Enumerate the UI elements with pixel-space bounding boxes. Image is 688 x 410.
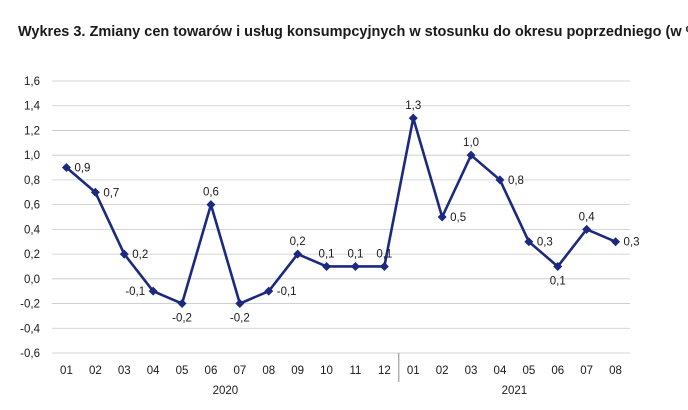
chart-title: Wykres 3. Zmiany cen towarów i usług kon… bbox=[18, 24, 688, 40]
y-tick-label: 0,4 bbox=[24, 224, 41, 236]
data-point bbox=[119, 249, 129, 259]
data-label: 0,6 bbox=[203, 187, 219, 199]
data-label: 0,2 bbox=[132, 249, 148, 261]
data-point bbox=[235, 299, 245, 309]
y-tick-label: 1,2 bbox=[24, 125, 40, 137]
x-tick-label: 11 bbox=[349, 365, 361, 377]
data-point bbox=[177, 299, 187, 309]
data-label: 0,2 bbox=[290, 236, 306, 248]
x-tick-label: 03 bbox=[465, 365, 478, 377]
data-point bbox=[524, 237, 534, 247]
data-label: -0,1 bbox=[277, 286, 297, 298]
data-label: -0,2 bbox=[172, 313, 192, 325]
data-point bbox=[379, 261, 389, 271]
data-label: 1,0 bbox=[463, 137, 479, 149]
x-tick-label: 12 bbox=[378, 365, 391, 377]
data-point bbox=[466, 150, 476, 160]
data-label: 0,1 bbox=[376, 248, 392, 260]
x-tick-label: 05 bbox=[176, 365, 189, 377]
x-tick-label: 07 bbox=[233, 365, 246, 377]
data-point bbox=[553, 261, 563, 271]
data-label: 0,1 bbox=[550, 275, 566, 287]
x-tick-label: 06 bbox=[551, 365, 564, 377]
data-label: 0,5 bbox=[450, 212, 466, 224]
data-point bbox=[350, 261, 360, 271]
y-tick-label: 0,6 bbox=[24, 200, 40, 212]
series-line bbox=[65, 117, 617, 306]
y-tick-label: 0,8 bbox=[24, 175, 40, 187]
x-tick-label: 07 bbox=[580, 365, 593, 377]
x-tick-label: 01 bbox=[407, 365, 420, 377]
data-point bbox=[611, 237, 621, 247]
y-tick-label: 0,0 bbox=[24, 274, 40, 286]
data-point bbox=[264, 286, 274, 296]
x-group-label: 2021 bbox=[502, 385, 528, 397]
x-tick-label: 06 bbox=[205, 365, 218, 377]
x-group-label: 2020 bbox=[213, 385, 239, 397]
data-point bbox=[90, 187, 100, 197]
data-label: 0,1 bbox=[347, 248, 363, 260]
data-point bbox=[206, 200, 216, 210]
y-tick-label: -0,6 bbox=[20, 348, 40, 360]
x-tick-label: 02 bbox=[436, 365, 449, 377]
x-tick-label: 04 bbox=[147, 365, 160, 377]
data-label: 0,1 bbox=[319, 248, 335, 260]
y-tick-label: 0,2 bbox=[24, 249, 40, 261]
data-point bbox=[148, 286, 158, 296]
data-label: 0,3 bbox=[537, 237, 553, 249]
x-tick-label: 10 bbox=[320, 365, 333, 377]
data-label: -0,2 bbox=[230, 313, 250, 325]
data-point bbox=[322, 261, 332, 271]
data-point bbox=[408, 113, 418, 123]
data-point bbox=[582, 224, 592, 234]
data-point bbox=[61, 163, 71, 173]
x-tick-label: 05 bbox=[522, 365, 535, 377]
x-tick-label: 01 bbox=[60, 365, 73, 377]
data-label: 1,3 bbox=[405, 100, 421, 112]
x-tick-label: 09 bbox=[291, 365, 304, 377]
x-tick-label: 04 bbox=[494, 365, 507, 377]
y-tick-label: 1,4 bbox=[24, 101, 41, 113]
y-tick-label: -0,4 bbox=[20, 323, 40, 335]
y-tick-label: 1,0 bbox=[24, 150, 40, 162]
data-label: 0,4 bbox=[579, 211, 596, 223]
x-tick-label: 08 bbox=[262, 365, 275, 377]
data-point bbox=[293, 249, 303, 259]
y-tick-label: -0,2 bbox=[20, 299, 40, 311]
x-tick-label: 02 bbox=[89, 365, 102, 377]
data-label: 0,8 bbox=[508, 175, 524, 187]
x-tick-label: 08 bbox=[609, 365, 622, 377]
data-point bbox=[495, 175, 505, 185]
x-tick-label: 03 bbox=[118, 365, 131, 377]
data-label: 0,9 bbox=[74, 163, 90, 175]
data-label: 0,7 bbox=[103, 187, 119, 199]
data-label: -0,1 bbox=[125, 286, 145, 298]
data-label: 0,3 bbox=[624, 237, 640, 249]
y-tick-label: 1,6 bbox=[24, 76, 40, 88]
data-point bbox=[437, 212, 447, 222]
